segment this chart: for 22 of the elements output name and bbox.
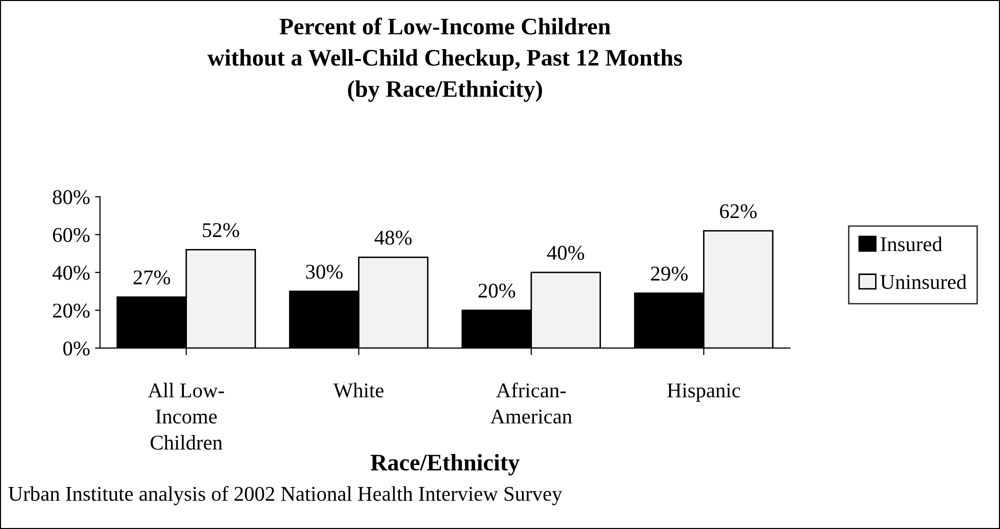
data-label: 48% — [374, 230, 412, 245]
y-tick-label: 80% — [52, 190, 90, 204]
data-label: 62% — [720, 204, 757, 218]
legend-label: Uninsured — [880, 274, 967, 290]
y-tick-label: 20% — [53, 304, 90, 318]
data-label: 20% — [478, 284, 516, 298]
x-axis-title: Race/Ethnicity — [370, 454, 520, 476]
data-label: 29% — [651, 266, 688, 281]
data-label: 52% — [202, 223, 240, 238]
y-tick-label: 0% — [63, 341, 90, 356]
legend-label: Insured — [880, 236, 942, 252]
x-tick-label: White — [333, 382, 384, 398]
data-label: 30% — [306, 264, 343, 279]
x-tick-label: All Low- Income Children — [148, 382, 224, 450]
text: Urban Institute analysis of 2002 National Health Interview Survey — [8, 486, 562, 506]
y-tick-label: 60% — [52, 228, 90, 242]
y-tick-label: 40% — [52, 266, 90, 280]
data-label: 27% — [134, 270, 170, 285]
x-tick-label: African- American — [490, 382, 572, 424]
data-label: 40% — [547, 246, 584, 260]
chart-title: Percent of Low-Income Children without a Well-Child Checkup, Past 12 Months (by Race/Ethnicity) — [208, 18, 682, 102]
x-tick-label: Hispanic — [667, 383, 740, 402]
